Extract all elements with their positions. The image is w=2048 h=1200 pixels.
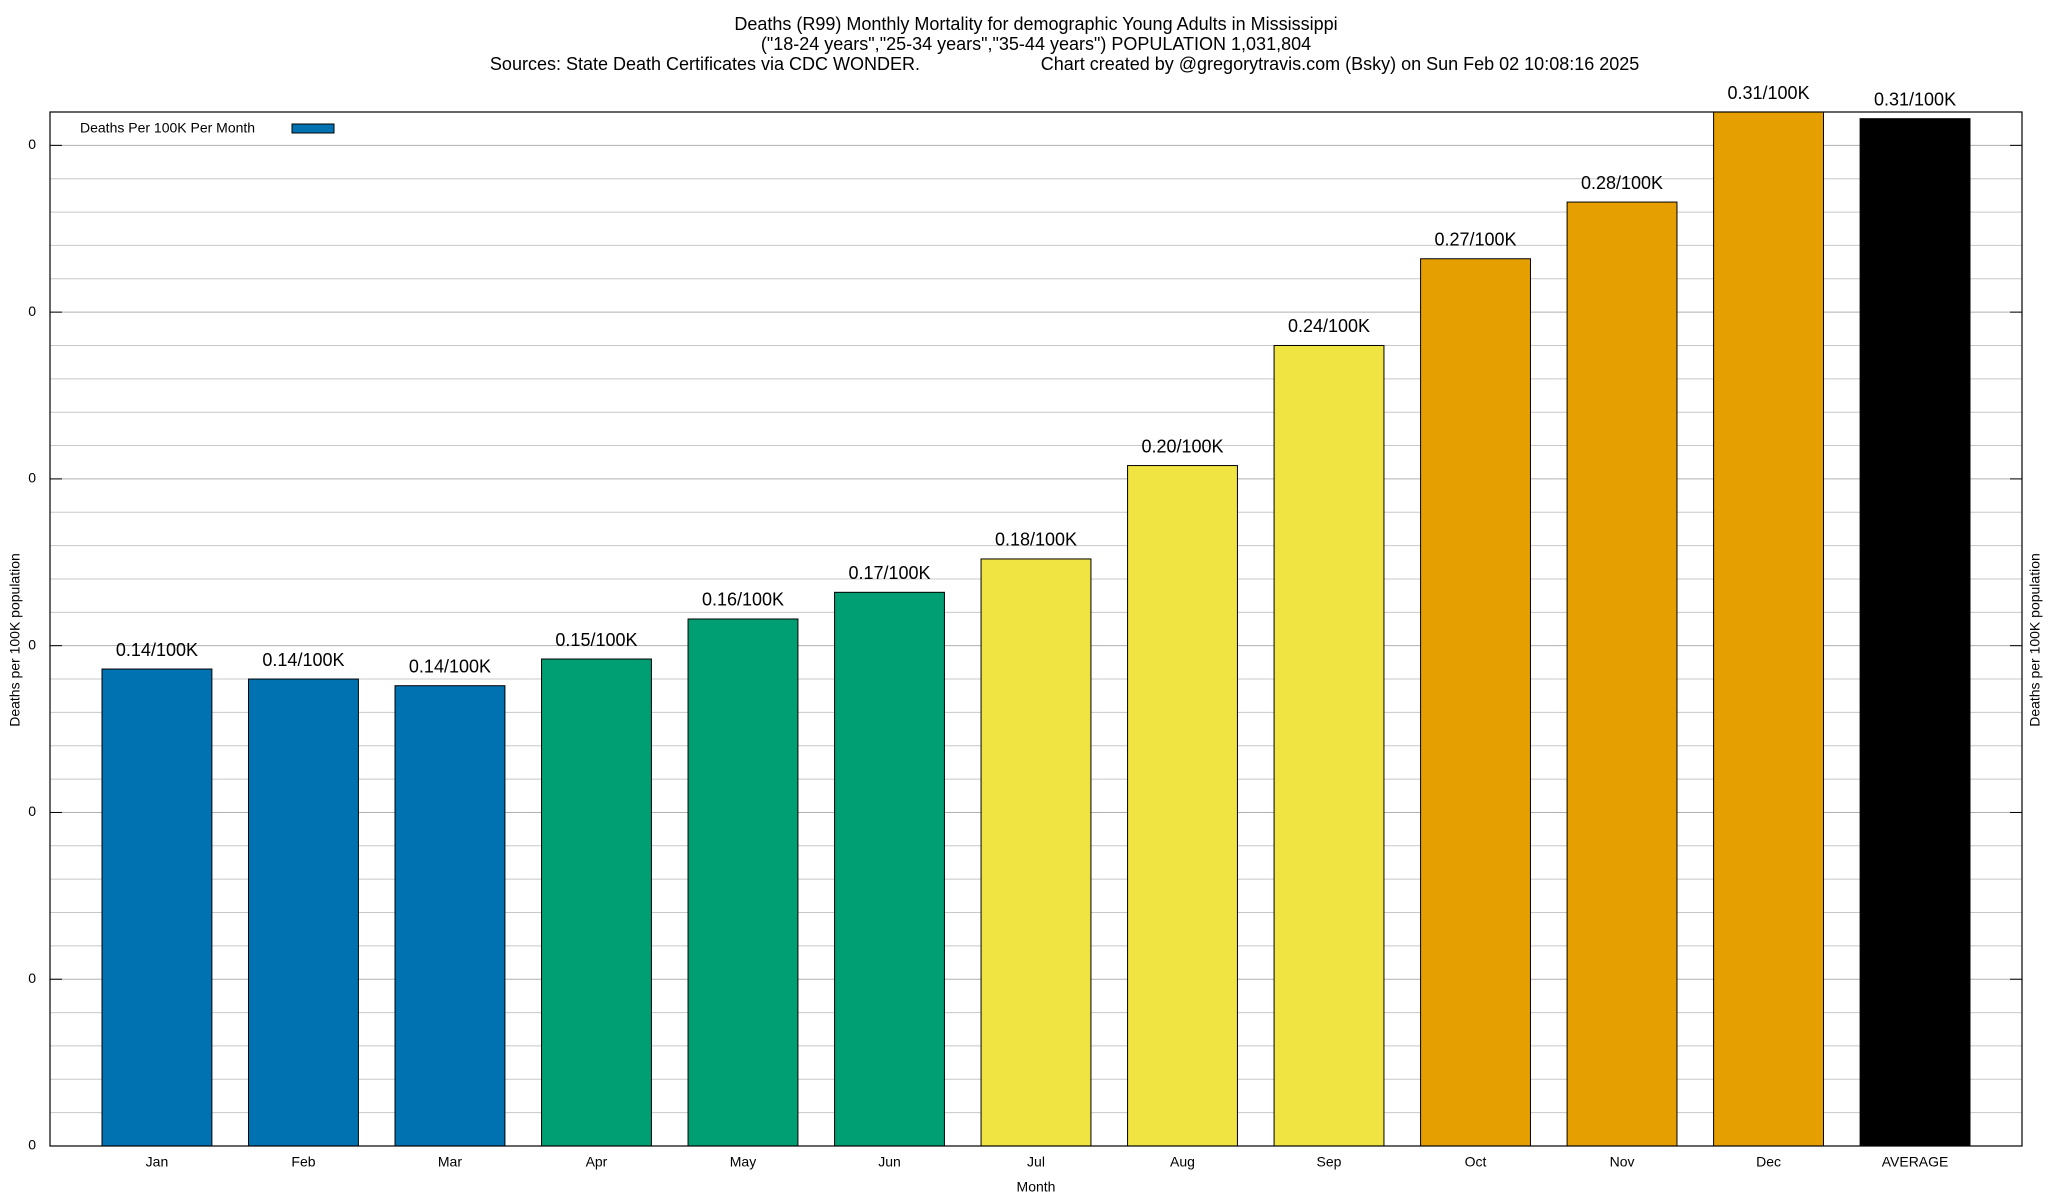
- x-tick-label: Jun: [878, 1154, 901, 1170]
- y-tick-label: 0: [28, 803, 36, 819]
- bar: [1273, 344, 1385, 1147]
- x-tick-label: Sep: [1317, 1154, 1342, 1170]
- data-label: 0.31/100K: [1728, 83, 1810, 103]
- bar: [541, 658, 652, 1147]
- data-label: 0.31/100K: [1874, 89, 1956, 109]
- bar: [834, 591, 945, 1147]
- bar: [248, 678, 359, 1147]
- data-label: 0.14/100K: [262, 650, 344, 670]
- plot-frame: [49, 111, 2023, 1147]
- y-tick-label: 0: [28, 970, 36, 986]
- x-tick-label: Oct: [1465, 1154, 1487, 1170]
- data-label: 0.14/100K: [116, 640, 198, 660]
- data-label: 0.24/100K: [1288, 316, 1370, 336]
- x-axis-label: Month: [1017, 1179, 1056, 1195]
- data-label: 0.18/100K: [995, 530, 1077, 550]
- bar: [394, 685, 506, 1147]
- x-tick-label: May: [730, 1154, 756, 1170]
- bar: [687, 618, 799, 1147]
- x-tick-label: Jul: [1027, 1154, 1045, 1170]
- x-tick-label: Apr: [586, 1154, 608, 1170]
- bar: [1713, 111, 1824, 1147]
- chart-source: Sources: State Death Certificates via CD…: [490, 54, 920, 74]
- x-tick-label: Mar: [438, 1154, 462, 1170]
- x-tick-label: Jan: [146, 1154, 169, 1170]
- bar: [980, 558, 1092, 1147]
- x-tick-label: Dec: [1756, 1154, 1781, 1170]
- legend-swatch: [291, 123, 335, 134]
- bar: [101, 668, 213, 1147]
- data-label: 0.28/100K: [1581, 173, 1663, 193]
- y-tick-label: 0: [28, 136, 36, 152]
- bar: [1127, 465, 1238, 1147]
- x-tick-label: AVERAGE: [1882, 1154, 1949, 1170]
- chart-subtitle: ("18-24 years","25-34 years","35-44 year…: [761, 34, 1311, 54]
- y-tick-label: 0: [28, 636, 36, 652]
- data-label: 0.16/100K: [702, 590, 784, 610]
- x-tick-label: Nov: [1610, 1154, 1635, 1170]
- data-label: 0.14/100K: [409, 656, 491, 676]
- y-tick-label: 0: [28, 303, 36, 319]
- legend-label: Deaths Per 100K Per Month: [80, 120, 255, 136]
- y-axis-label: Deaths per 100K population: [7, 553, 23, 727]
- y-tick-label: 0: [28, 1137, 36, 1153]
- data-label: 0.15/100K: [555, 630, 637, 650]
- x-tick-label: Feb: [291, 1154, 315, 1170]
- chart-credit: Chart created by @gregorytravis.com (Bsk…: [1041, 54, 1640, 74]
- bar: [1420, 258, 1531, 1147]
- chart-title: Deaths (R99) Monthly Mortality for demog…: [734, 14, 1337, 34]
- bar: [1566, 201, 1678, 1147]
- bar: [1859, 118, 1971, 1147]
- data-label: 0.27/100K: [1434, 230, 1516, 250]
- data-label: 0.17/100K: [848, 563, 930, 583]
- x-tick-label: Aug: [1170, 1154, 1195, 1170]
- data-label: 0.20/100K: [1141, 436, 1223, 456]
- y2-axis-label: Deaths per 100K population: [2027, 553, 2043, 727]
- y-tick-label: 0: [28, 470, 36, 486]
